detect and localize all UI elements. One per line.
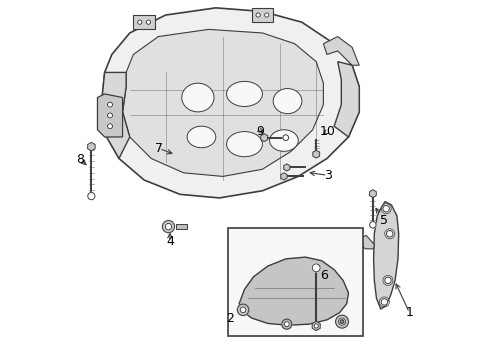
Polygon shape bbox=[101, 8, 359, 198]
Text: 5: 5 bbox=[380, 214, 387, 227]
Polygon shape bbox=[312, 150, 319, 158]
Polygon shape bbox=[323, 37, 359, 65]
Polygon shape bbox=[311, 321, 320, 330]
Polygon shape bbox=[358, 235, 373, 249]
Polygon shape bbox=[101, 72, 129, 158]
Circle shape bbox=[340, 320, 343, 323]
Circle shape bbox=[107, 102, 112, 107]
Circle shape bbox=[264, 13, 268, 17]
Ellipse shape bbox=[273, 89, 301, 114]
Ellipse shape bbox=[187, 126, 215, 148]
Circle shape bbox=[386, 230, 392, 237]
Polygon shape bbox=[333, 62, 359, 137]
Polygon shape bbox=[87, 142, 95, 151]
Text: 7: 7 bbox=[155, 142, 163, 155]
Text: 4: 4 bbox=[165, 235, 174, 248]
Bar bbox=[228, 228, 362, 336]
Circle shape bbox=[107, 124, 112, 129]
Polygon shape bbox=[239, 257, 348, 325]
Circle shape bbox=[335, 315, 348, 328]
Polygon shape bbox=[283, 164, 289, 171]
Text: 9: 9 bbox=[256, 125, 264, 138]
Circle shape bbox=[284, 321, 289, 327]
Text: 2: 2 bbox=[226, 311, 234, 325]
Circle shape bbox=[237, 304, 248, 316]
Circle shape bbox=[312, 264, 320, 272]
Circle shape bbox=[282, 135, 288, 140]
Polygon shape bbox=[373, 202, 398, 309]
Circle shape bbox=[313, 324, 318, 328]
Circle shape bbox=[107, 113, 112, 118]
Polygon shape bbox=[122, 30, 323, 176]
Polygon shape bbox=[97, 94, 122, 137]
Text: 6: 6 bbox=[320, 269, 327, 282]
Polygon shape bbox=[251, 8, 273, 22]
Circle shape bbox=[162, 221, 174, 233]
Ellipse shape bbox=[269, 130, 298, 151]
Polygon shape bbox=[368, 190, 376, 198]
Ellipse shape bbox=[182, 83, 214, 112]
Circle shape bbox=[281, 319, 291, 329]
Circle shape bbox=[255, 13, 260, 17]
Circle shape bbox=[384, 277, 390, 284]
Polygon shape bbox=[175, 225, 187, 229]
Circle shape bbox=[380, 299, 387, 305]
Text: 1: 1 bbox=[405, 306, 412, 319]
Circle shape bbox=[369, 222, 375, 228]
Polygon shape bbox=[133, 15, 155, 30]
Ellipse shape bbox=[226, 132, 262, 157]
Circle shape bbox=[88, 193, 95, 200]
Circle shape bbox=[240, 307, 245, 313]
Ellipse shape bbox=[226, 81, 262, 107]
Circle shape bbox=[382, 206, 388, 212]
Circle shape bbox=[137, 20, 142, 24]
Text: 8: 8 bbox=[76, 153, 84, 166]
Circle shape bbox=[165, 224, 171, 230]
Circle shape bbox=[338, 318, 345, 325]
Polygon shape bbox=[280, 173, 286, 180]
Text: 3: 3 bbox=[323, 169, 331, 182]
Polygon shape bbox=[260, 134, 267, 141]
Circle shape bbox=[146, 20, 150, 24]
Text: 10: 10 bbox=[319, 125, 335, 138]
